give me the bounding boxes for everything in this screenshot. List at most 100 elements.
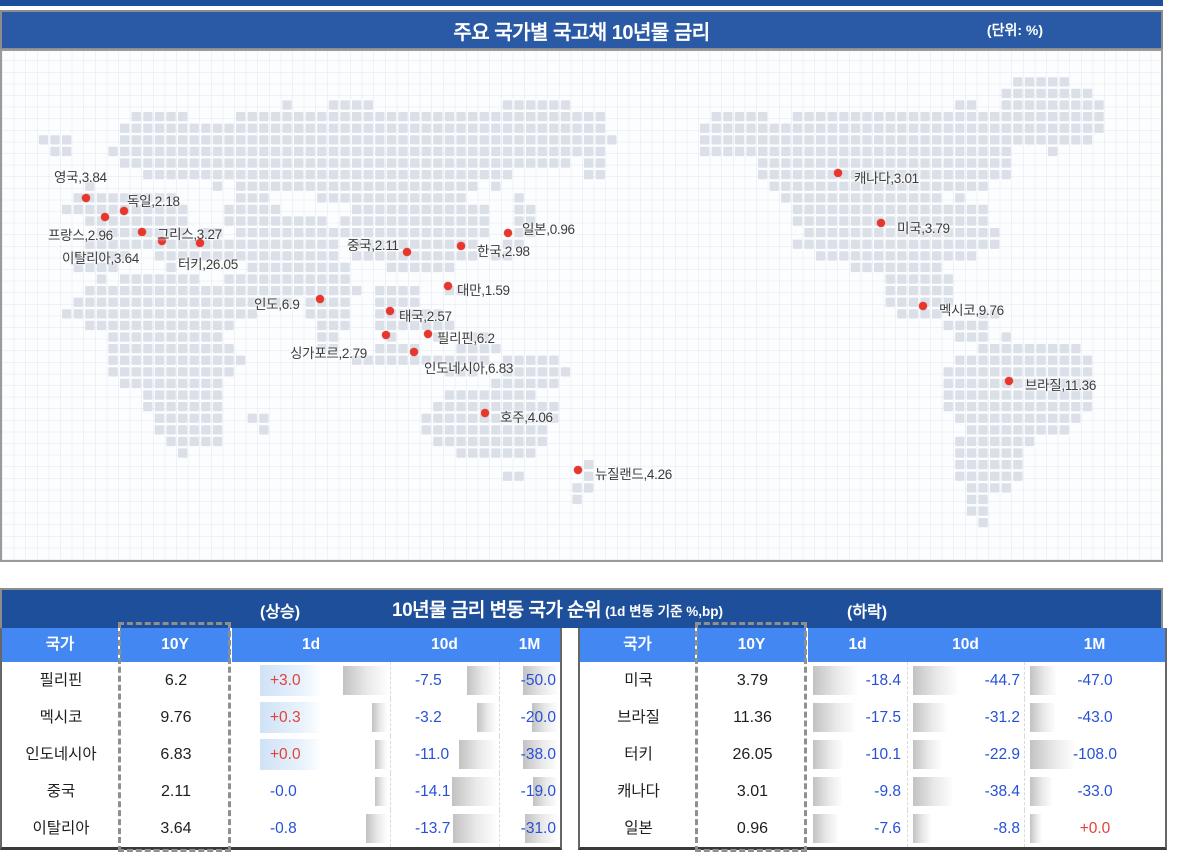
change-value: -18.4 bbox=[865, 672, 901, 689]
map-label-taiwan: 대만,1.59 bbox=[457, 283, 510, 298]
change-value: -9.8 bbox=[874, 783, 901, 800]
positive-highlight bbox=[260, 702, 322, 733]
data-bar bbox=[913, 777, 952, 806]
map-dot-mexico bbox=[919, 302, 927, 310]
change-value: -7.6 bbox=[874, 820, 901, 837]
falling-chg-10d-japan: -8.8 bbox=[907, 810, 1024, 847]
rising-rank-table: 국가 10Y 1d 10d 1M 필리핀 6.2 +3.0 -7.5 -50.0 멕시코 9.76 +0… bbox=[0, 628, 562, 850]
map-label-new-zealand: 뉴질랜드,4.26 bbox=[595, 467, 673, 482]
falling-country-turkey: 터키 bbox=[624, 746, 653, 763]
rising-10y-china: 2.11 bbox=[161, 783, 191, 800]
map-dot-usa bbox=[877, 219, 885, 227]
data-bar bbox=[813, 740, 843, 769]
page-title: 주요 국가별 국고채 10년물 금리 bbox=[453, 21, 710, 44]
data-bar bbox=[467, 666, 496, 695]
map-label-indonesia: 인도네시아,6.83 bbox=[424, 361, 514, 376]
map-dot-taiwan bbox=[444, 282, 452, 290]
falling-col-header-10y: 10Y bbox=[697, 628, 808, 662]
change-value: -31.2 bbox=[984, 709, 1020, 726]
rising-chg-1d-philippines: +3.0 bbox=[232, 662, 390, 699]
map-dot-uk bbox=[82, 194, 90, 202]
rising-country-china: 중국 bbox=[46, 783, 76, 800]
data-bar bbox=[913, 814, 931, 843]
map-dot-turkey bbox=[196, 239, 204, 247]
change-value: -50.0 bbox=[520, 672, 556, 689]
map-label-greece: 그리스,3.27 bbox=[157, 227, 222, 242]
change-value: -43.0 bbox=[1077, 709, 1113, 726]
map-label-usa: 미국,3.79 bbox=[897, 221, 950, 236]
positive-highlight bbox=[260, 665, 322, 696]
data-bar bbox=[533, 777, 557, 806]
rising-country-philippines: 필리핀 bbox=[39, 672, 83, 689]
data-bar bbox=[459, 740, 496, 769]
change-value: -0.0 bbox=[270, 783, 297, 800]
rising-chg-1m-mexico: -20.0 bbox=[499, 699, 560, 736]
falling-section-label: (하락) bbox=[847, 604, 888, 621]
data-bar bbox=[913, 666, 957, 695]
rising-10y-philippines: 6.2 bbox=[164, 672, 188, 689]
rising-chg-1m-china: -19.0 bbox=[499, 773, 560, 810]
change-value: -22.9 bbox=[984, 746, 1020, 763]
data-bar bbox=[813, 814, 838, 843]
rising-row-mexico: 멕시코 9.76 +0.3 -3.2 -20.0 bbox=[2, 699, 560, 736]
rank-table-header-band: (상승) 10년물 금리 변동 국가 순위 (1d 변동 기준 %,bp) (하락… bbox=[0, 588, 1163, 628]
data-bar bbox=[1030, 703, 1055, 732]
rising-row-italy: 이탈리아 3.64 -0.8 -13.7 -31.0 bbox=[2, 810, 560, 847]
map-dot-canada bbox=[834, 169, 842, 177]
falling-10y-japan: 0.96 bbox=[736, 820, 769, 837]
data-bar bbox=[913, 740, 941, 769]
change-value: -38.0 bbox=[520, 746, 556, 763]
map-dot-philippines bbox=[424, 330, 432, 338]
data-bar bbox=[913, 703, 947, 732]
change-value: +0.3 bbox=[270, 709, 301, 726]
rising-country-mexico: 멕시코 bbox=[39, 709, 83, 726]
falling-chg-10d-canada: -38.4 bbox=[907, 773, 1024, 810]
rising-country-indonesia: 인도네시아 bbox=[25, 746, 97, 763]
data-bar bbox=[813, 666, 857, 695]
map-label-singapore: 싱가포르,2.79 bbox=[290, 346, 368, 361]
rising-header-row: 국가 10Y 1d 10d 1M bbox=[2, 628, 560, 662]
rising-chg-1d-italy: -0.8 bbox=[232, 810, 390, 847]
map-label-mexico: 멕시코,9.76 bbox=[939, 303, 1004, 318]
data-bar bbox=[477, 703, 496, 732]
change-value: -20.0 bbox=[520, 709, 556, 726]
falling-chg-1d-canada: -9.8 bbox=[808, 773, 907, 810]
rising-chg-1m-italy: -31.0 bbox=[499, 810, 560, 847]
map-dot-new-zealand bbox=[574, 466, 582, 474]
map-label-australia: 호주,4.06 bbox=[500, 410, 553, 425]
falling-chg-10d-brazil: -31.2 bbox=[907, 699, 1024, 736]
falling-10y-turkey: 26.05 bbox=[732, 746, 773, 763]
rising-chg-1d-mexico: +0.3 bbox=[232, 699, 390, 736]
map-dot-italy bbox=[138, 228, 146, 236]
map-label-china: 중국,2.11 bbox=[347, 238, 399, 253]
map-label-korea: 한국,2.98 bbox=[477, 244, 530, 259]
map-label-germany: 독일,2.18 bbox=[127, 194, 180, 209]
rank-table-title: 10년물 금리 변동 국가 순위 (1d 변동 기준 %,bp) bbox=[392, 595, 723, 622]
change-value: -108.0 bbox=[1073, 746, 1117, 763]
falling-country-canada: 캐나다 bbox=[617, 783, 660, 800]
change-value: -47.0 bbox=[1077, 672, 1113, 689]
map-dot-brazil bbox=[1005, 377, 1013, 385]
rising-col-header-10d: 10d bbox=[431, 636, 458, 653]
data-bar bbox=[813, 703, 855, 732]
falling-10y-usa: 3.79 bbox=[736, 672, 769, 689]
map-label-philippines: 필리핀,6.2 bbox=[437, 331, 495, 346]
falling-country-brazil: 브라질 bbox=[617, 709, 660, 726]
change-value: -17.5 bbox=[865, 709, 901, 726]
map-dot-indonesia bbox=[410, 348, 418, 356]
rising-10y-mexico: 9.76 bbox=[160, 709, 192, 726]
change-value: +0.0 bbox=[270, 746, 301, 763]
map-dot-germany bbox=[120, 207, 128, 215]
rising-col-header-1m: 1M bbox=[518, 636, 541, 653]
map-dot-greece bbox=[158, 237, 166, 245]
data-bar bbox=[366, 814, 387, 843]
falling-row-canada: 캐나다 3.01 -9.8 -38.4 -33.0 bbox=[580, 773, 1165, 810]
change-value: -10.1 bbox=[865, 746, 901, 763]
data-bar bbox=[1030, 777, 1052, 806]
rank-table-panel: (상승) 10년물 금리 변동 국가 순위 (1d 변동 기준 %,bp) (하락… bbox=[0, 588, 1167, 853]
falling-chg-1d-japan: -7.6 bbox=[808, 810, 907, 847]
falling-col-header-10d: 10d bbox=[952, 636, 979, 653]
falling-row-turkey: 터키 26.05 -10.1 -22.9 -108.0 bbox=[580, 736, 1165, 773]
top-accent-strip bbox=[0, 0, 1163, 6]
falling-chg-10d-turkey: -22.9 bbox=[907, 736, 1024, 773]
